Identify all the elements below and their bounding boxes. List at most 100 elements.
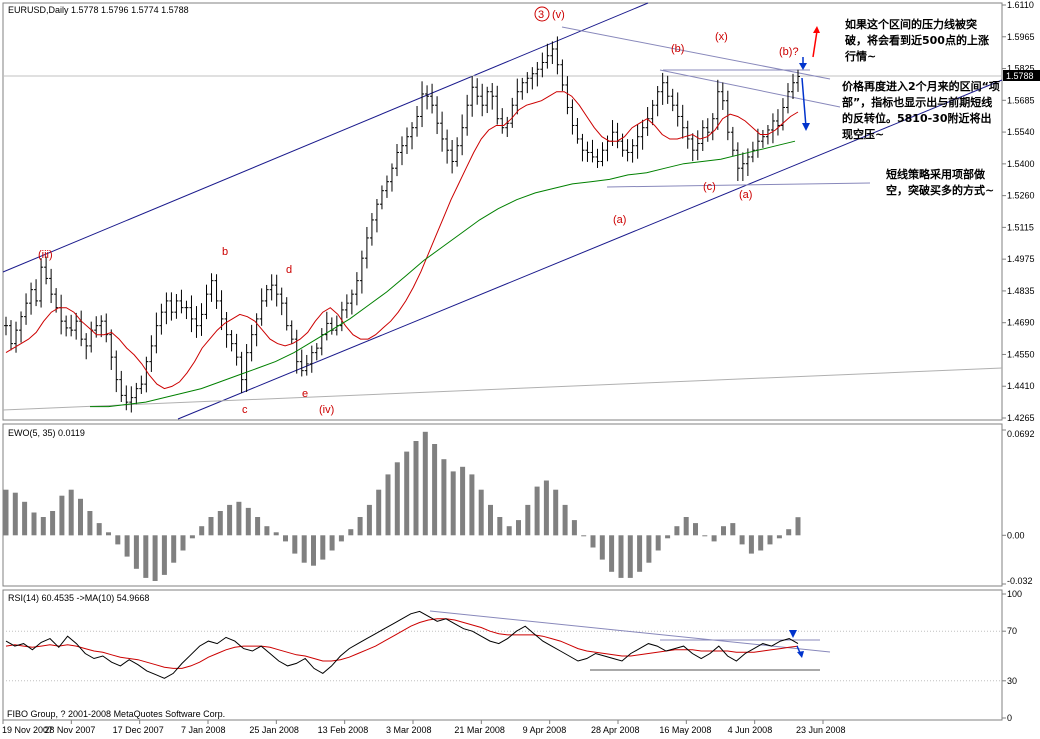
ewo-bar — [217, 511, 223, 536]
price-bar — [570, 99, 575, 135]
price-bar — [450, 139, 455, 174]
x-tick-label: 4 Jun 2008 — [728, 725, 773, 735]
ewo-bar — [581, 535, 587, 537]
price-bar — [625, 139, 630, 162]
price-bar — [124, 385, 129, 411]
price-bar — [139, 375, 144, 394]
fast-ma-line — [5, 91, 799, 390]
price-bar — [344, 294, 349, 319]
price-bar — [750, 141, 755, 163]
price-bar — [575, 117, 580, 144]
price-bar — [415, 106, 420, 137]
price-bar — [179, 289, 184, 314]
ewo-bar — [292, 535, 298, 554]
price-bar — [114, 350, 119, 393]
price-bar — [550, 41, 555, 64]
price-bar — [595, 148, 600, 168]
ewo-bar — [674, 526, 680, 536]
price-bar — [354, 272, 359, 306]
ewo-bar — [385, 474, 391, 536]
ewo-bar — [124, 535, 130, 557]
price-bar — [249, 324, 254, 362]
price-bar — [635, 124, 640, 159]
x-tick-label: 13 Feb 2008 — [318, 725, 369, 735]
annotation-strategy: 短线策略采用项部做空，突破买多的方式~ — [886, 168, 994, 197]
ewo-bar — [506, 526, 512, 536]
ewo-bar — [795, 517, 801, 536]
ewo-bar — [143, 535, 149, 578]
price-bar — [460, 114, 465, 156]
price-bar — [34, 279, 39, 307]
price-bar — [435, 96, 440, 135]
ewo-bar — [711, 535, 717, 542]
wave-label-b-top: (b) — [671, 43, 684, 55]
x-tick-label: 28 Apr 2008 — [591, 725, 640, 735]
price-bar — [420, 81, 425, 128]
price-bar — [585, 141, 590, 162]
price-bar — [54, 288, 59, 313]
price-bar — [780, 98, 785, 131]
ewo-bar — [497, 517, 503, 536]
price-bar — [675, 92, 680, 127]
price-bar — [630, 139, 635, 163]
price-y-tick-label: 1.5260 — [1007, 191, 1035, 201]
ewo-histogram — [3, 431, 801, 581]
price-bar — [715, 79, 720, 130]
price-bar — [475, 78, 480, 105]
price-y-tick-label: 1.5965 — [1007, 32, 1035, 42]
ewo-bar — [366, 504, 372, 536]
wave-label-a-low: (a) — [739, 189, 752, 201]
price-bar — [314, 343, 319, 361]
price-candles — [4, 36, 800, 413]
ewo-bar — [516, 520, 521, 536]
price-bar — [545, 43, 550, 69]
ewo-bar — [627, 535, 633, 578]
ewo-bar — [776, 535, 782, 539]
price-bar — [379, 185, 384, 210]
ewo-bar — [432, 444, 438, 536]
rsi-y-tick-label: 100 — [1007, 589, 1022, 599]
ewo-bar — [50, 511, 56, 536]
price-bar — [590, 139, 595, 163]
price-bar — [705, 118, 710, 142]
price-bar — [425, 85, 430, 110]
last-price-tag-bg — [1003, 70, 1040, 81]
ewo-panel — [2, 423, 1003, 587]
price-bar — [645, 106, 650, 136]
price-bar — [229, 330, 234, 352]
x-tick-label: 28 Nov 2007 — [44, 725, 95, 735]
price-bar — [740, 152, 745, 182]
price-bar — [580, 133, 585, 162]
rsi-line — [5, 610, 799, 679]
price-bar — [775, 109, 780, 136]
trendlines — [2, 2, 1003, 420]
ewo-bar — [730, 523, 736, 536]
ewo-y-tick-label: 0.0692 — [1007, 429, 1035, 439]
price-y-tick-label: 1.4410 — [1007, 381, 1035, 391]
ewo-title: EWO(5, 35) 0.0119 — [8, 428, 85, 438]
ewo-bar — [329, 535, 335, 551]
wave-label-c-low: (c) — [703, 181, 716, 193]
x-tick-label: 19 Nov 2007 — [2, 725, 53, 735]
ewo-bar — [3, 489, 9, 536]
ewo-bar — [245, 507, 251, 536]
wave-label-d: d — [286, 264, 292, 276]
ewo-bar — [618, 535, 624, 578]
ewo-bar — [534, 486, 540, 536]
ewo-bar — [152, 535, 158, 581]
ewo-bar — [180, 535, 186, 551]
price-bar — [174, 294, 179, 319]
ewo-bar — [758, 535, 764, 551]
price-bar — [234, 333, 239, 366]
price-y-tick-label: 1.5825 — [1007, 64, 1035, 74]
slow-ma-line — [90, 140, 796, 408]
price-bar — [199, 303, 204, 336]
ewo-bar — [693, 523, 698, 536]
ewo-bar — [637, 535, 643, 572]
wave-label-v: (v) — [552, 9, 565, 21]
last-price-tag: 1.5788 — [1006, 71, 1034, 81]
ewo-bar — [450, 471, 456, 536]
ewo-bar — [721, 526, 726, 536]
price-bar — [309, 345, 314, 373]
annotation-reversal: 价格再度进入2个月来的区间“项部”，指标也显示出与前期短线的反转位。5810-3… — [842, 80, 1000, 141]
